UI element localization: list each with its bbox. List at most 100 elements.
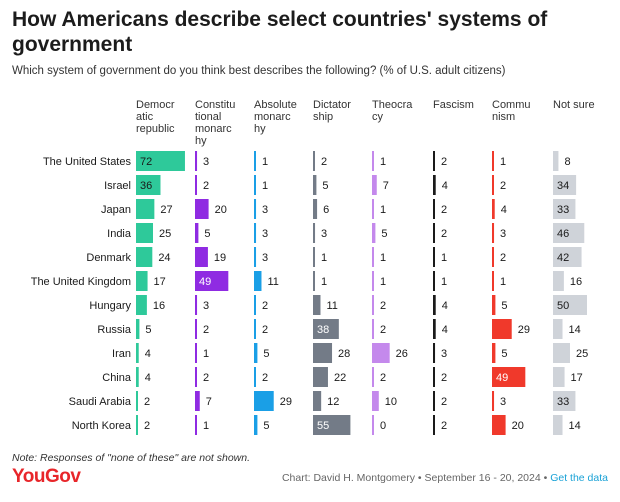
column-header: Constitu <box>195 99 235 111</box>
bar <box>553 199 576 219</box>
bar <box>433 319 436 339</box>
data-label: 24 <box>158 252 170 264</box>
column-header: Not sure <box>553 99 595 111</box>
data-label: 5 <box>322 180 328 192</box>
data-label: 1 <box>500 156 506 168</box>
bar <box>136 415 138 435</box>
bar <box>195 295 198 315</box>
bar <box>433 199 435 219</box>
bar <box>136 343 139 363</box>
bar <box>136 199 155 219</box>
bar <box>372 415 374 435</box>
data-label: 5 <box>501 300 507 312</box>
column-header: ship <box>313 111 333 123</box>
bar <box>313 391 322 411</box>
data-label: 11 <box>326 300 337 312</box>
data-label: 2 <box>441 156 447 168</box>
bar <box>372 271 374 291</box>
bar <box>313 151 315 171</box>
bar <box>254 415 258 435</box>
data-label: 2 <box>380 372 386 384</box>
data-label: 3 <box>203 300 209 312</box>
row-label: Denmark <box>86 252 131 264</box>
data-label: 5 <box>204 228 210 240</box>
column-header: Dictator <box>313 99 351 111</box>
row-label: Russia <box>97 324 132 336</box>
data-label: 4 <box>145 372 151 384</box>
data-label: 0 <box>380 420 386 432</box>
bar <box>136 175 161 195</box>
column-header: atic <box>136 111 154 123</box>
bar <box>433 367 435 387</box>
data-label: 2 <box>500 180 506 192</box>
bar <box>553 247 582 267</box>
bar <box>372 367 374 387</box>
bar <box>254 271 262 291</box>
bar <box>195 319 197 339</box>
data-label: 2 <box>203 180 209 192</box>
data-label: 1 <box>262 156 268 168</box>
bar <box>433 151 435 171</box>
column-header: Commu <box>492 99 531 111</box>
data-label: 12 <box>327 396 339 408</box>
column-header: hy <box>254 123 266 135</box>
bar <box>372 343 390 363</box>
data-label: 10 <box>385 396 397 408</box>
data-label: 50 <box>557 300 569 312</box>
data-label: 3 <box>321 228 327 240</box>
bar <box>313 343 333 363</box>
column-header: republic <box>136 123 175 135</box>
data-label: 34 <box>557 180 569 192</box>
data-label: 14 <box>569 324 581 336</box>
column-header: tional <box>195 111 221 123</box>
data-label: 3 <box>262 204 268 216</box>
data-label: 2 <box>441 372 447 384</box>
data-label: 8 <box>564 156 570 168</box>
bar <box>492 175 494 195</box>
data-label: 1 <box>203 420 209 432</box>
data-label: 36 <box>140 180 152 192</box>
data-label: 3 <box>500 228 506 240</box>
row-label: India <box>107 228 132 240</box>
get-data-link[interactable]: Get the data <box>550 472 608 484</box>
chart-footer: Chart: David H. Montgomery • September 1… <box>282 472 608 484</box>
row-label: China <box>102 372 132 384</box>
data-label: 1 <box>380 156 386 168</box>
bar <box>254 223 257 243</box>
bar <box>492 367 526 387</box>
data-label: 2 <box>203 324 209 336</box>
data-label: 2 <box>262 324 268 336</box>
bar <box>433 343 436 363</box>
data-label: 29 <box>280 396 292 408</box>
bar <box>433 175 436 195</box>
column-header: Absolute <box>254 99 297 111</box>
data-label: 1 <box>380 252 386 264</box>
bar <box>553 271 564 291</box>
column-header: Fascism <box>433 99 474 111</box>
data-label: 2 <box>441 396 447 408</box>
data-label: 3 <box>203 156 209 168</box>
data-label: 46 <box>557 228 569 240</box>
bar <box>136 391 138 411</box>
bar <box>372 391 379 411</box>
data-label: 1 <box>441 276 447 288</box>
column-header: cy <box>372 111 384 123</box>
bar <box>492 295 496 315</box>
data-label: 22 <box>334 372 346 384</box>
chart-title: How Americans describe select countries'… <box>12 8 548 56</box>
data-label: 33 <box>557 396 569 408</box>
data-label: 5 <box>381 228 387 240</box>
data-label: 4 <box>145 348 151 360</box>
data-label: 2 <box>380 300 386 312</box>
bar <box>254 295 256 315</box>
bar <box>492 343 496 363</box>
bar <box>195 247 208 267</box>
data-label: 49 <box>496 372 508 384</box>
data-label: 28 <box>338 348 350 360</box>
bar <box>553 415 563 435</box>
bar <box>136 223 153 243</box>
bar <box>195 271 229 291</box>
row-label: The United States <box>43 156 132 168</box>
data-label: 20 <box>512 420 524 432</box>
bar <box>195 343 197 363</box>
